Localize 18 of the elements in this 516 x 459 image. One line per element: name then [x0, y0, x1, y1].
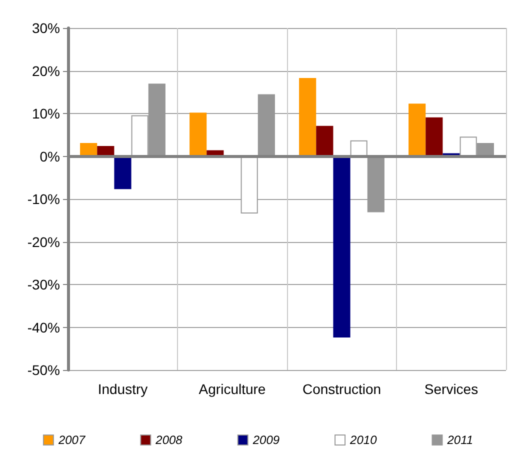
legend-label: 2008	[154, 433, 183, 447]
x-tick-label: Services	[424, 381, 478, 397]
x-tick-label: Construction	[302, 381, 382, 397]
legend-label: 2007	[57, 433, 86, 447]
y-tick-label: 0%	[40, 148, 60, 164]
legend-label: 2009	[252, 433, 280, 447]
y-tick-label: -40%	[27, 319, 60, 336]
y-tick-label: -20%	[27, 234, 60, 250]
x-tick-label: Agriculture	[198, 381, 266, 397]
y-tick-label: -50%	[27, 362, 60, 378]
y-tick-label: 10%	[32, 106, 60, 122]
y-tick-label: -10%	[27, 191, 60, 207]
y-tick-label: 20%	[32, 62, 60, 79]
legend-label: 2010	[349, 433, 378, 447]
x-tick-label: Industry	[98, 381, 148, 397]
y-tick-label: 30%	[32, 20, 60, 36]
y-tick-label: -30%	[27, 276, 60, 292]
legend-label: 2011	[446, 433, 474, 447]
